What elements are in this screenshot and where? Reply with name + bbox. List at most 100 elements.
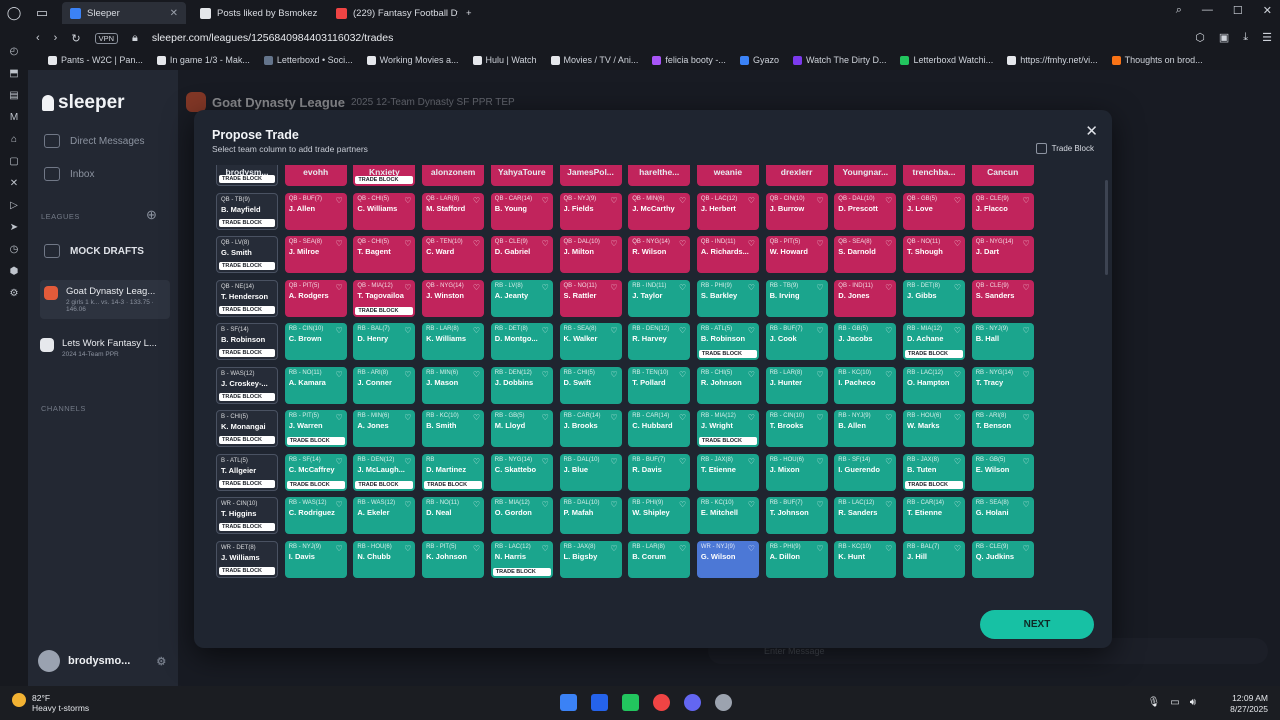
x-icon[interactable]: ✕	[9, 178, 19, 189]
player-card[interactable]: M. Penix♡	[559, 165, 622, 186]
heart-icon[interactable]: ♡	[953, 282, 961, 292]
heart-icon[interactable]: ♡	[610, 456, 618, 466]
history-icon[interactable]: ◷	[9, 244, 19, 255]
heart-icon[interactable]: ♡	[472, 369, 481, 379]
speed-dial-icon[interactable]: ◴	[9, 46, 19, 57]
player-card[interactable]: K. Murray♡	[490, 165, 553, 186]
player-card[interactable]: QB - NYG(14) J. Dart ♡	[971, 236, 1034, 273]
heart-icon[interactable]: ♡	[335, 500, 343, 509]
heart-icon[interactable]: ♡	[335, 413, 343, 422]
player-card[interactable]: RB - HOU(6) N. Chubb ♡	[353, 540, 416, 578]
heart-icon[interactable]: ♡	[1022, 326, 1030, 335]
player-card[interactable]: RB - SF(14) I. Guerendo ♡	[834, 453, 897, 491]
player-card[interactable]: RB - KC(10) I. Pacheco ♡	[834, 366, 897, 404]
settings-icon[interactable]: ⚙	[9, 288, 19, 299]
trade-block-checkbox[interactable]	[1035, 143, 1047, 154]
heart-icon[interactable]: ♡	[953, 195, 961, 205]
player-card[interactable]: RB - DAL(10) P. Mafah ♡	[559, 497, 622, 534]
player-card[interactable]: QB - IND(11) D. Jones ♡	[834, 279, 897, 317]
heart-icon[interactable]: ♡	[1022, 239, 1030, 248]
grid-scrollbar[interactable]	[1105, 180, 1108, 275]
heart-icon[interactable]: ♡	[404, 326, 412, 335]
player-card[interactable]: QB - CLE(9) D. Gabriel ♡	[490, 236, 553, 273]
heart-icon[interactable]: ♡	[404, 543, 412, 553]
player-card[interactable]: RB - CAR(14) C. Hubbard ♡	[628, 410, 691, 447]
heart-icon[interactable]: ♡	[1022, 456, 1030, 466]
search-icon[interactable]: ⌕	[1175, 4, 1182, 16]
heart-icon[interactable]: ♡	[404, 239, 412, 248]
player-card[interactable]: QB - CIN(10) J. Burrow ♡	[765, 192, 828, 230]
team-column-header[interactable]: weanie	[713, 167, 743, 177]
player-card[interactable]: RB - BUF(7) T. Johnson ♡	[765, 497, 828, 534]
download-icon[interactable]: ⤓	[1243, 31, 1249, 43]
close-tab-icon[interactable]: ✕	[169, 7, 178, 19]
sleeper-logo[interactable]: sleeper	[42, 92, 125, 114]
heart-icon[interactable]: ♡	[404, 456, 412, 466]
heart-icon[interactable]: ♡	[747, 282, 755, 292]
music-icon[interactable]: M	[9, 112, 19, 123]
player-card[interactable]: QB - MIA(12) T. Tagovailoa ♡ TRADE BLOCK	[353, 279, 416, 317]
player-card[interactable]: QB - SEA(8) S. Darnold ♡	[834, 236, 897, 273]
clock[interactable]: 12:09 AM 8/27/2025	[1230, 693, 1268, 715]
heart-icon[interactable]: ♡	[816, 456, 824, 466]
xbox-icon[interactable]	[715, 694, 732, 711]
player-card[interactable]: B. Purdy♡	[903, 165, 965, 186]
player-card[interactable]: RB - PHI(9) W. Shipley ♡	[628, 497, 691, 534]
user-settings-icon[interactable]: ⚙	[156, 655, 167, 668]
player-card[interactable]: RB - TB(9) B. Irving ♡	[765, 279, 828, 317]
player-card[interactable]: QB - CLE(9) S. Sanders ♡	[971, 279, 1034, 317]
player-card[interactable]: J. Daniels♡	[422, 165, 485, 186]
heart-icon[interactable]: ♡	[885, 543, 893, 553]
player-card[interactable]: J. Hurts♡	[765, 165, 828, 186]
team-column-header[interactable]: evohh	[303, 167, 329, 177]
heart-icon[interactable]: ♡	[816, 500, 824, 509]
heart-icon[interactable]: ♡	[472, 282, 481, 292]
player-card[interactable]: QB - NYJ(9) J. Fields ♡	[559, 192, 622, 230]
player-card[interactable]: J. Goff♡	[628, 165, 691, 186]
player-card[interactable]: RB - PIT(5) J. Warren ♡ TRADE BLOCK	[284, 410, 347, 447]
heart-icon[interactable]: ♡	[472, 456, 481, 466]
heart-icon[interactable]: ♡	[885, 500, 893, 509]
heart-icon[interactable]: ♡	[679, 543, 687, 553]
player-card[interactable]: QB - NYG(14) J. Winston ♡	[422, 279, 485, 317]
back-icon[interactable]: ‹	[36, 32, 40, 44]
team-column-header[interactable]: harelthe...	[639, 167, 680, 177]
player-card[interactable]: QB - TB(9) B. Mayfield TRADE BLOCK	[216, 192, 278, 230]
heart-icon[interactable]: ♡	[885, 282, 893, 292]
heart-icon[interactable]: ♡	[610, 413, 618, 422]
heart-icon[interactable]: ♡	[953, 500, 961, 509]
player-card[interactable]: RB - CAR(14) T. Etienne ♡	[903, 497, 965, 534]
heart-icon[interactable]: ♡	[816, 239, 824, 248]
player-card[interactable]: RB - KC(10) K. Hunt ♡	[834, 540, 897, 578]
start-icon[interactable]	[560, 694, 577, 711]
player-card[interactable]: RB - NO(11) A. Kamara ♡	[284, 366, 347, 404]
player-card[interactable]: QB - PIT(5) W. Howard ♡	[765, 236, 828, 273]
heart-icon[interactable]: ♡	[885, 195, 893, 205]
player-card[interactable]: RB - GB(5) J. Jacobs ♡	[834, 323, 897, 360]
heart-icon[interactable]: ♡	[541, 543, 549, 553]
tab-tray-icon[interactable]: ▭	[35, 5, 49, 20]
player-card[interactable]: RB - GB(5) E. Wilson ♡	[971, 453, 1034, 491]
player-card[interactable]: RB - NYG(14) C. Skattebo ♡	[490, 453, 553, 491]
heart-icon[interactable]: ♡	[541, 500, 549, 509]
heart-icon[interactable]: ♡	[472, 413, 481, 422]
heart-icon[interactable]: ♡	[404, 195, 412, 205]
player-card[interactable]: RB - CHI(5) R. Johnson ♡	[696, 366, 759, 404]
player-card[interactable]: RB - LAC(12) N. Harris ♡ TRADE BLOCK	[490, 540, 553, 578]
player-card[interactable]: RB - LAC(12) R. Sanders ♡	[834, 497, 897, 534]
player-card[interactable]: B - WAS(12) J. Croskey-... TRADE BLOCK	[216, 366, 278, 404]
player-card[interactable]: RB - NYG(14) T. Tracy ♡	[971, 366, 1034, 404]
player-card[interactable]: QB - TEN(10) C. Ward ♡	[422, 236, 485, 273]
player-card[interactable]: QB - CHI(5) T. Bagent ♡	[353, 236, 416, 273]
heart-icon[interactable]: ♡	[472, 239, 481, 248]
player-card[interactable]: RB - MIN(6) J. Mason ♡	[422, 366, 485, 404]
heart-icon[interactable]: ♡	[885, 326, 893, 335]
heart-icon[interactable]: ♡	[610, 543, 618, 553]
opera-icon[interactable]	[653, 694, 670, 711]
player-card[interactable]: RB - PIT(5) K. Johnson ♡	[422, 540, 485, 578]
team-column-header[interactable]: brodysm...	[225, 167, 269, 177]
url-field[interactable]: sleeper.com/leagues/1256840984403116032/…	[151, 32, 394, 44]
network-icon[interactable]: ▭	[1170, 697, 1180, 708]
heart-icon[interactable]: ♡	[335, 282, 343, 292]
player-card[interactable]: RB - BUF(7) R. Davis ♡	[628, 453, 691, 491]
